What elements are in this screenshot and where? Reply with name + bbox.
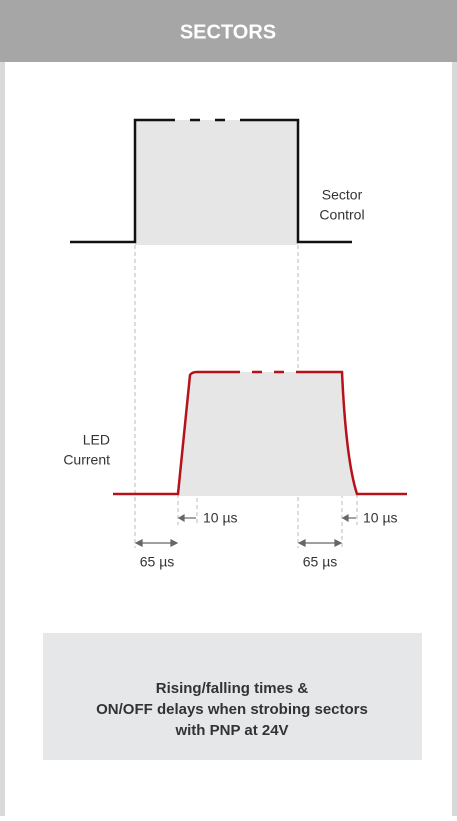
sector-fill [135, 120, 298, 245]
caption-line: with PNP at 24V [174, 722, 288, 739]
sector-label: Control [319, 207, 364, 223]
led-label: LED [83, 432, 110, 448]
left-border [0, 62, 5, 816]
guide-lines [134, 245, 358, 548]
led-fill [178, 372, 357, 496]
fall-delay: 10 µs [363, 510, 398, 526]
led-waveform [113, 370, 407, 496]
header-title: SECTORS [180, 21, 276, 43]
rise-delay: 10 µs [203, 510, 238, 526]
arrows [134, 513, 356, 547]
led-label: Current [63, 452, 110, 468]
sector-waveform [70, 118, 352, 244]
on-delay: 65 µs [140, 554, 175, 570]
off-delay: 65 µs [303, 554, 338, 570]
caption-line: Rising/falling times & [156, 680, 309, 697]
caption-box [43, 633, 422, 760]
right-border [452, 62, 457, 816]
caption-line: ON/OFF delays when strobing sectors [96, 701, 368, 718]
sector-label: Sector [322, 187, 363, 203]
header-bar [0, 0, 457, 62]
